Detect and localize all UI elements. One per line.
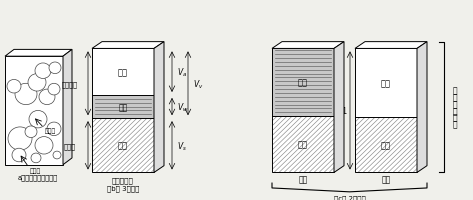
Bar [355, 118, 417, 173]
Polygon shape [5, 57, 63, 165]
Text: 全固相: 全固相 [64, 142, 76, 149]
Text: 位: 位 [453, 106, 457, 115]
Circle shape [53, 151, 61, 159]
Circle shape [29, 111, 47, 128]
Bar [272, 117, 334, 173]
Polygon shape [63, 50, 72, 165]
Polygon shape [355, 42, 427, 49]
Bar [355, 118, 417, 173]
Text: $V_s$: $V_s$ [177, 139, 187, 152]
Polygon shape [417, 42, 427, 173]
Text: 固相: 固相 [381, 141, 391, 150]
Text: $V_w$: $V_w$ [177, 101, 189, 113]
Text: 土粒子: 土粒子 [30, 168, 41, 174]
Text: $V_v$: $V_v$ [193, 78, 203, 90]
Circle shape [25, 126, 37, 138]
Text: 土: 土 [453, 86, 457, 95]
Circle shape [7, 80, 21, 94]
Polygon shape [154, 42, 164, 173]
Text: 積: 積 [453, 120, 457, 129]
Bar [272, 49, 334, 117]
Text: a）土粒子の集合状態: a）土粒子の集合状態 [18, 173, 58, 180]
Text: 乾燥: 乾燥 [381, 174, 391, 183]
Text: 体: 体 [453, 113, 457, 122]
Text: 固相: 固相 [298, 140, 308, 149]
Text: $V_a$: $V_a$ [177, 66, 187, 79]
Bar [92, 49, 154, 95]
Circle shape [15, 84, 37, 105]
Text: 全間げき: 全間げき [62, 81, 78, 87]
Circle shape [31, 153, 41, 163]
Text: 単: 単 [453, 100, 457, 109]
Text: 固相: 固相 [118, 141, 128, 150]
Circle shape [47, 122, 61, 136]
Bar [272, 117, 334, 173]
Circle shape [8, 127, 32, 150]
Text: （c） 2相の土: （c） 2相の土 [333, 195, 365, 200]
Circle shape [35, 137, 53, 154]
Text: 液相: 液相 [118, 103, 128, 112]
Text: 1: 1 [342, 106, 347, 115]
Polygon shape [92, 42, 164, 49]
Bar [92, 95, 154, 119]
Polygon shape [5, 50, 72, 57]
Polygon shape [272, 42, 344, 49]
Polygon shape [334, 42, 344, 173]
Text: の: の [453, 93, 457, 102]
Circle shape [39, 90, 55, 105]
Bar [92, 119, 154, 173]
Circle shape [28, 74, 46, 92]
Text: 気相: 気相 [118, 68, 128, 77]
Circle shape [49, 63, 61, 74]
Text: （b） 3相の土: （b） 3相の土 [107, 184, 139, 191]
Circle shape [12, 148, 26, 162]
Circle shape [48, 84, 60, 95]
Circle shape [35, 64, 51, 79]
Bar [355, 49, 417, 118]
Text: 液相: 液相 [298, 78, 308, 87]
Text: 気相: 気相 [381, 79, 391, 88]
Text: 飽和: 飽和 [298, 174, 307, 183]
Bar [92, 119, 154, 173]
Text: 間げき: 間げき [45, 128, 56, 133]
Text: 土の全組織: 土の全組織 [112, 176, 134, 183]
